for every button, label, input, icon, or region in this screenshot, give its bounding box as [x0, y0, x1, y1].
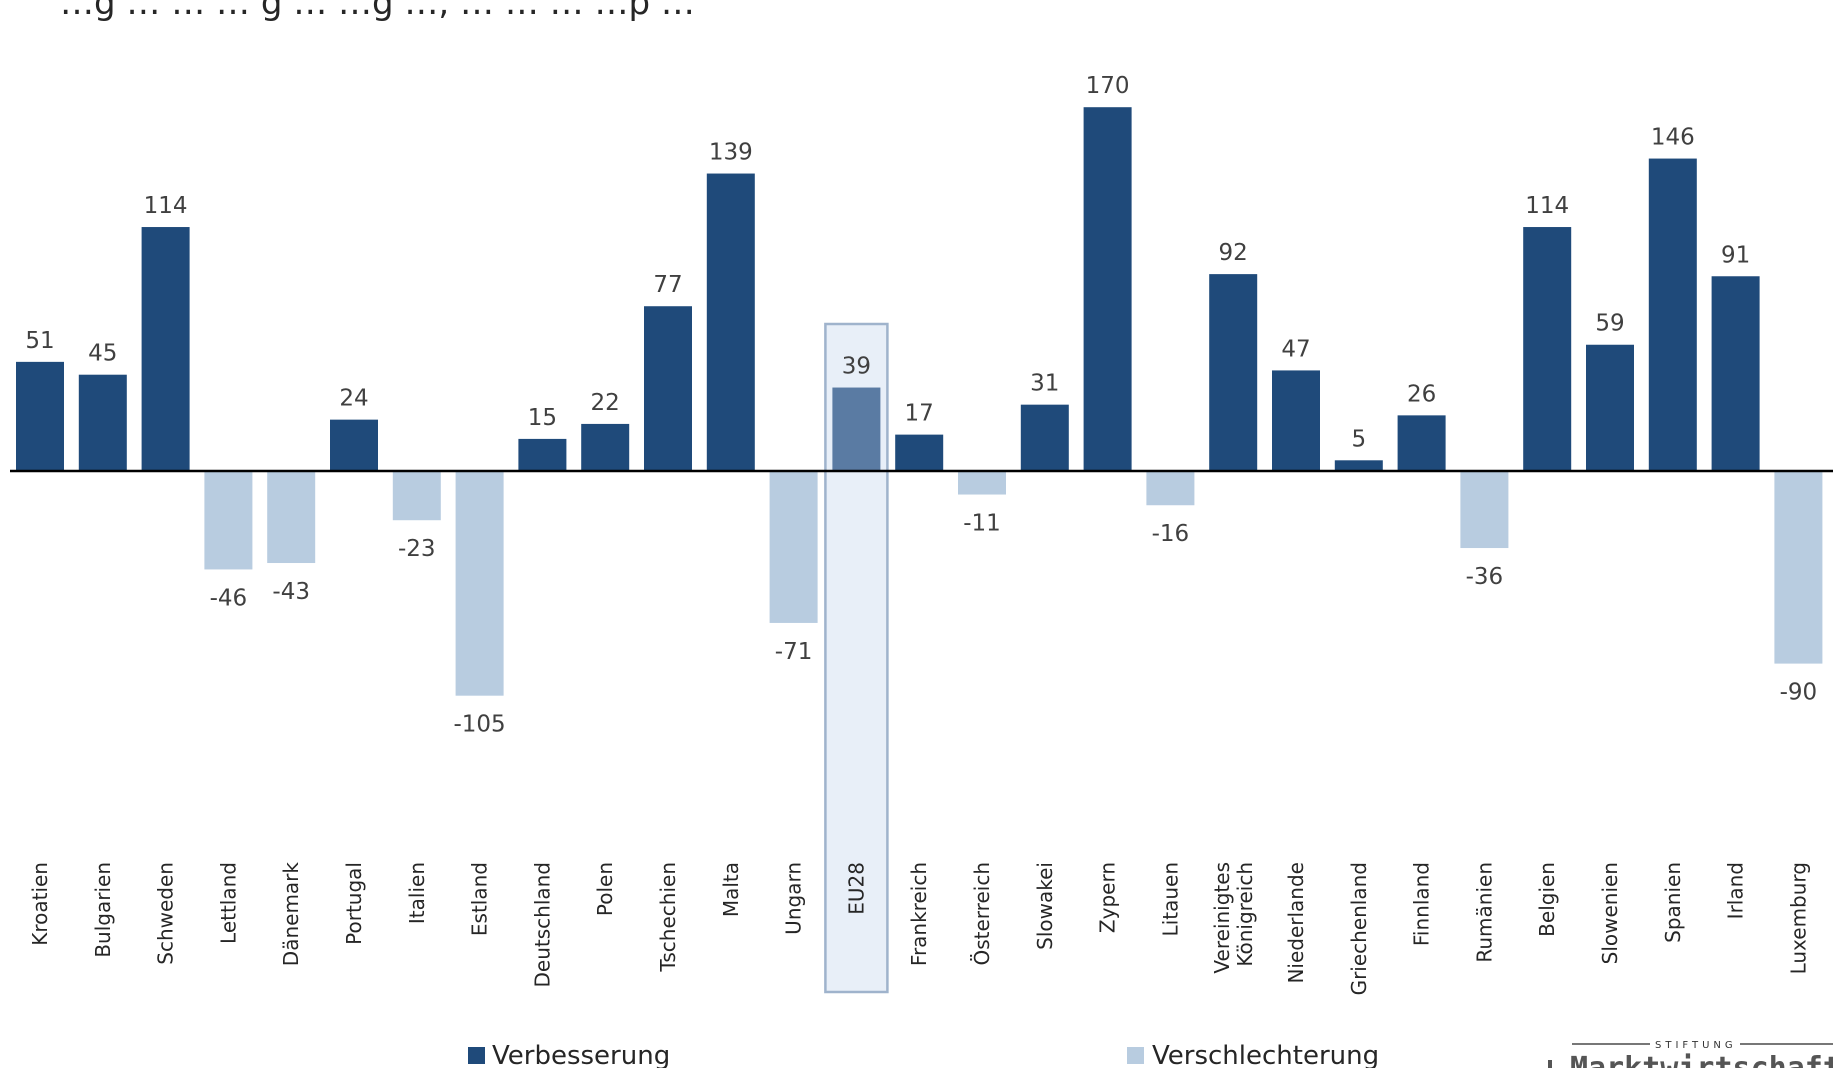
value-label-daenemark: -43 — [272, 579, 310, 605]
category-label-portugal: Portugal — [342, 862, 366, 945]
category-label-tschechien: Tschechien — [656, 862, 680, 973]
category-label-eu28: EU28 — [844, 862, 868, 915]
category-label-luxemburg: Luxemburg — [1786, 862, 1810, 974]
category-label-finnland: Finnland — [1410, 862, 1434, 946]
value-label-spanien: 146 — [1651, 125, 1695, 151]
legend-swatch-verschlechterung — [1127, 1047, 1144, 1064]
category-label-litauen: Litauen — [1158, 862, 1182, 936]
bar-finnland — [1397, 415, 1446, 471]
category-label-estland: Estland — [468, 862, 492, 936]
category-label-bulgarien: Bulgarien — [91, 862, 115, 958]
bar-slowakei — [1020, 404, 1069, 471]
value-label-litauen: -16 — [1152, 521, 1190, 547]
category-label-griechenland: Griechenland — [1347, 862, 1371, 995]
value-label-slowenien: 59 — [1595, 311, 1624, 337]
category-label-frankreich: Frankreich — [907, 862, 931, 966]
category-label-polen: Polen — [593, 862, 617, 916]
bar-lettland — [204, 471, 253, 570]
bar-schweden — [141, 227, 190, 471]
bar-vereinigtes-koenigreich — [1209, 274, 1258, 471]
category-label-italien: Italien — [405, 862, 429, 924]
legend: Verbesserung Verschlechterung — [468, 1041, 1379, 1068]
bar-griechenland — [1334, 460, 1383, 471]
category-label-rumaenien: Rumänien — [1472, 862, 1496, 963]
value-label-eu28: 39 — [842, 354, 871, 380]
bar-luxemburg — [1774, 471, 1823, 664]
bar-irland — [1711, 276, 1760, 471]
logo-top-text: STIFTUNG — [1655, 1040, 1737, 1051]
value-label-niederlande: 47 — [1281, 336, 1310, 362]
value-label-schweden: 114 — [144, 193, 188, 219]
value-label-belgien: 114 — [1525, 193, 1569, 219]
value-label-griechenland: 5 — [1351, 426, 1366, 452]
value-label-italien: -23 — [398, 536, 436, 562]
category-label-ungarn: Ungarn — [782, 862, 806, 935]
value-label-irland: 91 — [1721, 242, 1750, 268]
bar-bulgarien — [78, 374, 127, 471]
legend-label-verschlechterung: Verschlechterung — [1152, 1041, 1379, 1068]
bar-litauen — [1146, 471, 1195, 506]
bar-ungarn — [769, 471, 818, 623]
category-label-vereinigtes-koenigreich: VereinigtesKönigreich — [1210, 862, 1257, 974]
legend-label-verbesserung: Verbesserung — [492, 1041, 670, 1068]
bar-rumaenien — [1460, 471, 1509, 549]
value-label-slowakei: 31 — [1030, 371, 1059, 397]
category-label-malta: Malta — [719, 862, 743, 917]
bar-tschechien — [644, 306, 692, 471]
value-label-finnland: 26 — [1407, 381, 1436, 407]
bar-malta — [706, 173, 755, 472]
category-label-daenemark: Dänemark — [279, 862, 303, 967]
category-label-belgien: Belgien — [1535, 862, 1559, 937]
bar-eu28 — [832, 387, 881, 471]
category-label-zypern: Zypern — [1096, 862, 1120, 933]
bar-zypern — [1083, 107, 1132, 471]
value-label-ungarn: -71 — [775, 639, 813, 665]
category-label-lettland: Lettland — [216, 862, 240, 944]
value-label-frankreich: 17 — [905, 401, 934, 427]
category-label-kroatien: Kroatien — [28, 862, 52, 946]
bar-portugal — [330, 419, 378, 471]
legend-swatch-verbesserung — [468, 1047, 485, 1064]
value-label-vereinigtes-koenigreich: 92 — [1219, 240, 1248, 266]
bar-oesterreich — [958, 471, 1006, 495]
category-label-irland: Irland — [1724, 862, 1748, 919]
value-label-oesterreich: -11 — [963, 511, 1001, 537]
bar-polen — [581, 423, 630, 471]
bar-niederlande — [1272, 370, 1320, 471]
category-label-niederlande: Niederlande — [1284, 862, 1308, 984]
category-label-deutschland: Deutschland — [530, 862, 554, 988]
category-label-slowenien: Slowenien — [1598, 862, 1622, 964]
bar-slowenien — [1586, 344, 1634, 471]
value-label-portugal: 24 — [339, 386, 368, 412]
value-label-tschechien: 77 — [653, 272, 682, 298]
bar-italien — [392, 471, 441, 521]
value-label-malta: 139 — [709, 140, 753, 166]
bar-daenemark — [267, 471, 316, 564]
value-label-luxemburg: -90 — [1780, 680, 1818, 706]
logo-main-text: Marktwirtschaft — [1570, 1051, 1833, 1068]
value-label-deutschland: 15 — [528, 405, 557, 431]
value-label-kroatien: 51 — [25, 328, 54, 354]
value-label-estland: -105 — [453, 712, 505, 738]
value-label-bulgarien: 45 — [88, 341, 117, 367]
bar-spanien — [1648, 158, 1697, 471]
stiftung-marktwirtschaft-logo: STIFTUNG Marktwirtschaft — [1548, 1040, 1833, 1068]
bar-deutschland — [518, 438, 567, 471]
value-label-polen: 22 — [591, 390, 620, 416]
value-label-zypern: 170 — [1086, 73, 1130, 99]
category-label-slowakei: Slowakei — [1033, 862, 1057, 950]
value-label-rumaenien: -36 — [1466, 564, 1504, 590]
category-label-schweden: Schweden — [154, 862, 178, 965]
bar-belgien — [1523, 227, 1572, 471]
bar-frankreich — [895, 434, 944, 471]
bar-kroatien — [16, 361, 64, 471]
category-label-oesterreich: Österreich — [970, 862, 994, 966]
category-label-spanien: Spanien — [1661, 862, 1685, 943]
chart-title: …g … … … g … …g …, … … … …p … — [60, 0, 695, 23]
value-label-lettland: -46 — [210, 585, 248, 611]
bar-estland — [455, 471, 504, 696]
